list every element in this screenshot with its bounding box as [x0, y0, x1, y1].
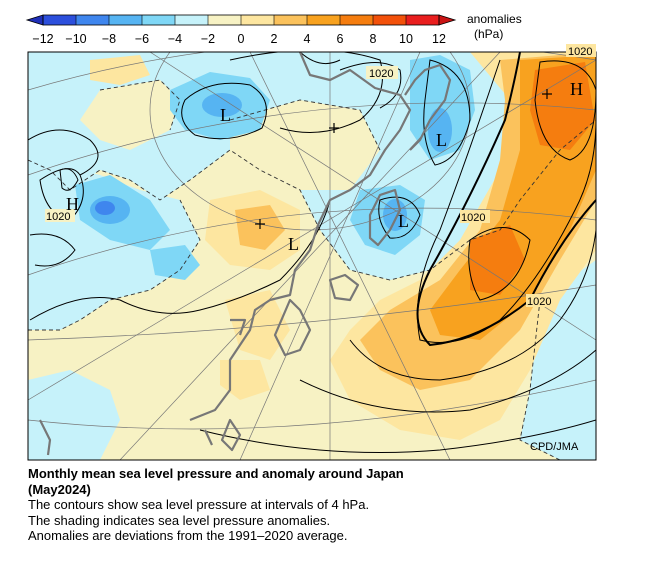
colorbar-tick-label: 4: [304, 32, 311, 46]
caption-period: (May2024): [28, 481, 91, 497]
colorbar-tick-labels: −12 −10 −8 −6 −4 −2 0 2 4 6 8 10 12: [32, 15, 446, 46]
contour-label-1020-east: 1020: [461, 212, 485, 224]
contour-labels: 1020 1020 1020 1020 1020: [45, 44, 596, 308]
caption-shading-note: The shading indicates sea level pressure…: [28, 512, 331, 528]
highlight-contour: [416, 52, 596, 347]
colorbar-tick-label: −8: [102, 32, 116, 46]
colorbar-tick-label: −6: [135, 32, 149, 46]
negative-anomaly-area-southwest: [28, 370, 120, 460]
low-anomaly-core-west-inner: [95, 201, 115, 215]
high-anomaly-pacific-inner: [530, 62, 595, 150]
low-anomaly-core-japan-sea: [383, 199, 407, 231]
anomaly-colorbar: −12 −10 −8 −6 −4 −2 0 2 4 6 8 10 12 anomalies (hPa): [25, 12, 522, 46]
colorbar-cell: [241, 15, 275, 25]
colorbar-tick-label: 2: [271, 32, 278, 46]
colorbar-tick-label: −12: [32, 32, 53, 46]
low-pressure-symbol-siberia: L: [220, 105, 231, 125]
colorbar-tick-label: −4: [168, 32, 182, 46]
center-markers: [255, 89, 552, 229]
low-anomaly-okhotsk: [410, 55, 475, 160]
neutral-area-mongolia: [230, 100, 380, 190]
contour-label-1020-top-right: 1020: [568, 46, 592, 58]
colorbar-cell: [373, 15, 407, 25]
contour-label-1020-west: 1020: [46, 211, 70, 223]
high-anomaly-north: [90, 55, 150, 85]
low-pressure-symbol-okhotsk: L: [436, 130, 447, 150]
colorbar-cell: [208, 15, 242, 25]
graticule: [28, 52, 596, 460]
colorbar-cell: [274, 15, 308, 25]
colorbar-cell: [340, 15, 374, 25]
pressure-contours: [28, 52, 596, 453]
caption-anomaly-note: Anomalies are deviations from the 1991–2…: [28, 528, 348, 543]
contour-label-1020-southeast: 1020: [527, 296, 551, 308]
map-caption: Monthly mean sea level pressure and anom…: [28, 466, 628, 544]
caption-contour-note: The contours show sea level pressure at …: [28, 497, 370, 512]
colorbar-cell: [109, 15, 143, 25]
colorbar-cell: [175, 15, 209, 25]
colorbar-tick-label: −2: [201, 32, 215, 46]
contour-label-1020-north: 1020: [369, 68, 393, 80]
colorbar-tick-label: 10: [399, 32, 413, 46]
colorbar-tick-label: 12: [432, 32, 446, 46]
colorbar-cell: [43, 15, 77, 25]
high-pressure-symbol-pacific: H: [570, 79, 583, 99]
colorbar-cell: [406, 15, 440, 25]
low-pressure-symbol-china: L: [288, 234, 299, 254]
colorbar-cell: [76, 15, 110, 25]
low-anomaly-tibet: [150, 245, 200, 280]
map-frame: [27, 51, 597, 461]
neutral-area-north: [80, 80, 180, 150]
low-anomaly-core-siberia: [202, 93, 242, 117]
low-anomaly-core-okhotsk: [428, 108, 452, 152]
colorbar-tick-label: 8: [370, 32, 377, 46]
colorbar-tick-label: 6: [337, 32, 344, 46]
colorbar-unit-sublabel: (hPa): [474, 27, 503, 41]
colorbar-cell: [142, 15, 176, 25]
colorbar-cell: [307, 15, 341, 25]
coastlines: [39, 52, 452, 456]
negative-anomaly-area-west: [28, 160, 200, 330]
pressure-anomaly-map: 1020 1020 1020 1020 1020 H H L L L L CPD…: [27, 44, 597, 461]
low-pressure-symbol-japan-sea: L: [398, 211, 409, 231]
high-anomaly-pacific-south: [470, 225, 525, 295]
high-anomaly-south: [220, 360, 270, 400]
caption-title: Monthly mean sea level pressure and anom…: [28, 466, 404, 481]
colorbar-unit-label: anomalies: [467, 12, 522, 26]
map-credit: CPD/JMA: [530, 441, 579, 453]
colorbar-tick-label: −10: [65, 32, 86, 46]
colorbar-tick-label: 0: [238, 32, 245, 46]
high-pressure-symbol-west: H: [66, 194, 79, 214]
